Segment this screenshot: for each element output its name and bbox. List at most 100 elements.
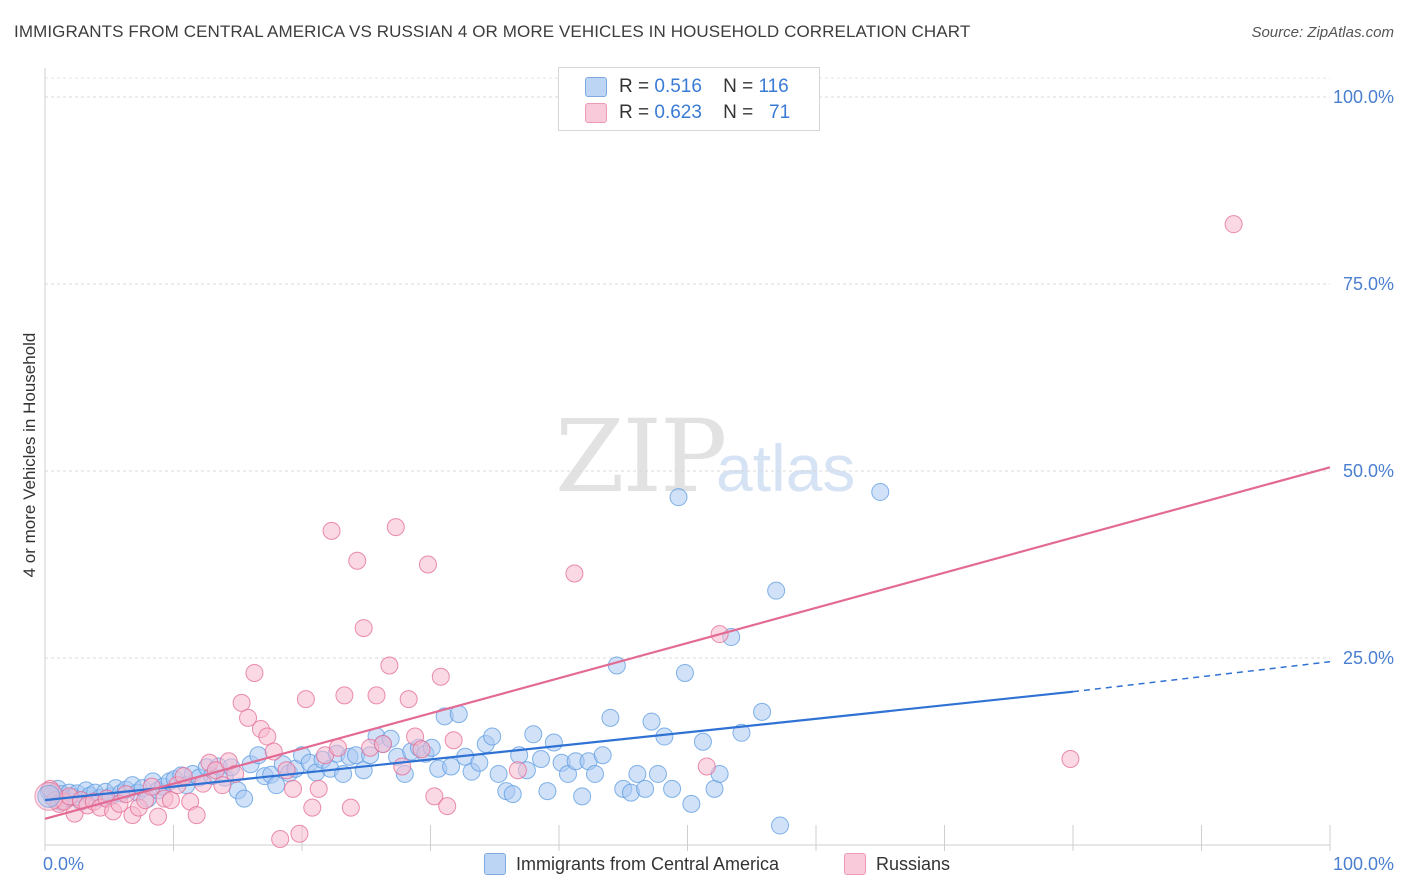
- data-point-russians: [309, 779, 328, 798]
- data-point-russians: [290, 824, 309, 843]
- data-point-russians: [284, 779, 303, 798]
- data-point-central-america: [538, 782, 557, 801]
- data-point-russians: [367, 686, 386, 705]
- data-point-central-america: [544, 733, 563, 752]
- data-point-central-america: [732, 723, 751, 742]
- data-point-central-america: [648, 764, 667, 783]
- legend-label: Russians: [876, 853, 951, 874]
- legend-label: Immigrants from Central America: [516, 853, 780, 874]
- chart-title: IMMIGRANTS FROM CENTRAL AMERICA VS RUSSI…: [14, 22, 971, 41]
- data-point-russians: [258, 727, 277, 746]
- trendline-central-america-projection: [1072, 660, 1331, 693]
- data-point-russians: [418, 555, 437, 574]
- legend-r-value: 0.623: [654, 102, 702, 123]
- data-point-central-america: [693, 732, 712, 751]
- data-point-central-america: [871, 482, 890, 501]
- data-point-central-america: [771, 816, 790, 835]
- y-tick-label: 100.0%: [1333, 87, 1394, 107]
- data-point-central-america: [354, 761, 373, 780]
- data-point-central-america: [607, 656, 626, 675]
- data-point-central-america: [483, 727, 502, 746]
- data-point-russians: [565, 564, 584, 583]
- data-point-central-america: [585, 764, 604, 783]
- data-point-russians: [354, 619, 373, 638]
- data-point-russians: [322, 521, 341, 540]
- data-point-central-america: [532, 749, 551, 768]
- x-tick-label: 100.0%: [1333, 854, 1394, 874]
- data-point-russians: [328, 738, 347, 757]
- data-point-central-america: [37, 784, 61, 808]
- legend-n-value: 116: [758, 76, 789, 97]
- data-point-central-america: [682, 794, 701, 813]
- legend-r-text: R = 0.623 N = 71: [619, 102, 791, 123]
- correlation-legend: R = 0.516 N = 116 R = 0.623 N = 71: [558, 67, 820, 131]
- data-point-russians: [348, 551, 367, 570]
- data-point-russians: [303, 798, 322, 817]
- data-point-russians: [399, 690, 418, 709]
- data-point-central-america: [503, 785, 522, 804]
- data-point-central-america: [669, 488, 688, 507]
- y-tick-label: 75.0%: [1343, 274, 1394, 294]
- data-point-central-america: [524, 725, 543, 744]
- trendline-russians: [44, 466, 1331, 820]
- data-point-central-america: [767, 581, 786, 600]
- data-point-central-america: [636, 779, 655, 798]
- bottom-legend-item-russians: Russians: [844, 851, 950, 877]
- data-point-russians: [149, 807, 168, 826]
- data-point-central-america: [442, 757, 461, 776]
- data-point-russians: [412, 740, 431, 759]
- data-point-russians: [444, 731, 463, 750]
- data-point-russians: [296, 690, 315, 709]
- data-point-central-america: [642, 712, 661, 731]
- bottom-legend-item-central-america: Immigrants from Central America: [484, 851, 779, 877]
- legend-swatch-blue: [484, 853, 506, 875]
- data-point-russians: [1224, 215, 1243, 234]
- source-label: Source: ZipAtlas.com: [1251, 24, 1394, 41]
- data-point-central-america: [235, 789, 254, 808]
- data-point-russians: [431, 667, 450, 686]
- legend-row-russians: R = 0.623 N = 71: [585, 100, 805, 126]
- data-point-russians: [393, 757, 412, 776]
- watermark-zip: ZIP: [555, 398, 727, 515]
- legend-row-central-america: R = 0.516 N = 116: [585, 74, 805, 100]
- data-point-russians: [373, 735, 392, 754]
- data-point-russians: [239, 708, 258, 727]
- legend-swatch-pink: [585, 103, 607, 123]
- data-point-russians: [232, 693, 251, 712]
- data-point-russians: [226, 764, 245, 783]
- data-point-russians: [335, 686, 354, 705]
- data-point-central-america: [628, 764, 647, 783]
- data-point-central-america: [663, 779, 682, 798]
- data-point-russians: [380, 656, 399, 675]
- data-point-russians: [341, 798, 360, 817]
- data-point-central-america: [753, 702, 772, 721]
- data-point-central-america: [593, 746, 612, 765]
- data-point-russians: [697, 757, 716, 776]
- data-point-central-america: [675, 663, 694, 682]
- data-point-russians: [425, 787, 444, 806]
- data-point-russians: [161, 791, 180, 810]
- legend-r-value: 0.516: [654, 76, 702, 97]
- data-point-russians: [142, 777, 161, 796]
- data-point-central-america: [489, 764, 508, 783]
- data-point-central-america: [655, 727, 674, 746]
- data-point-russians: [245, 663, 264, 682]
- watermark-atlas: atlas: [716, 431, 856, 505]
- y-tick-label: 25.0%: [1343, 648, 1394, 668]
- x-tick-label: 0.0%: [43, 854, 84, 874]
- data-point-russians: [438, 797, 457, 816]
- legend-r-text: R = 0.516 N = 116: [619, 76, 789, 97]
- data-point-central-america: [470, 753, 489, 772]
- data-point-russians: [508, 761, 527, 780]
- legend-n-value: 71: [769, 102, 791, 123]
- data-point-russians: [187, 806, 206, 825]
- legend-swatch-blue: [585, 77, 607, 97]
- y-tick-label: 50.0%: [1343, 461, 1394, 481]
- trendline-central-america: [44, 690, 1074, 802]
- legend-swatch-pink: [844, 853, 866, 875]
- data-point-central-america: [705, 779, 724, 798]
- data-point-russians: [1061, 749, 1080, 768]
- data-point-central-america: [601, 708, 620, 727]
- data-point-central-america: [573, 787, 592, 806]
